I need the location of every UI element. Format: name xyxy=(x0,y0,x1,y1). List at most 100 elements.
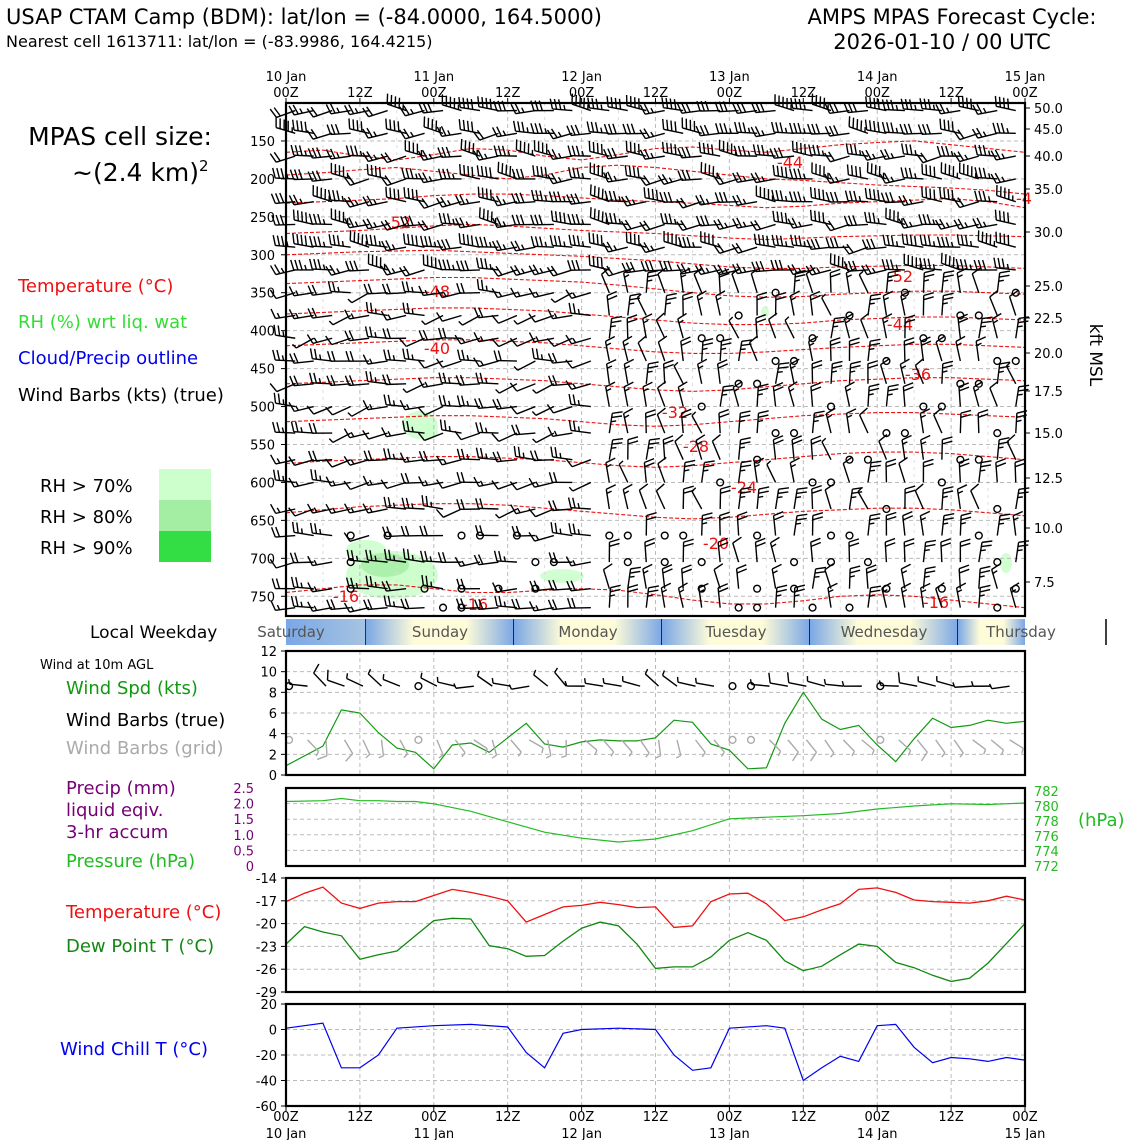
wind-barb-half-flag xyxy=(678,387,685,392)
wind-barb-flag xyxy=(720,489,731,494)
wind-barb-flag xyxy=(521,121,525,133)
wind-barb-shaft xyxy=(552,531,573,537)
wind-barb-flag xyxy=(536,165,539,177)
wind-barb-shaft xyxy=(805,273,814,293)
wind-barb-flag xyxy=(313,372,318,384)
wind-barb-flag xyxy=(755,261,761,272)
pressure-tick-label: 200 xyxy=(250,173,275,188)
wind-barb-flag xyxy=(533,580,539,591)
wind-barb-flag xyxy=(419,525,424,536)
wind-barb-flag xyxy=(548,580,554,591)
wind-barb-shaft xyxy=(404,223,425,227)
wind-barb-shaft xyxy=(737,341,743,362)
wind-barb-flag xyxy=(715,290,726,297)
wind-barb-flag xyxy=(475,447,480,459)
wind-barb-flag xyxy=(411,234,414,246)
wind-barb-shaft xyxy=(478,175,499,180)
wind-barb-flag xyxy=(944,254,947,265)
wind-barb-shaft xyxy=(774,244,795,248)
wind-barb-flag xyxy=(761,144,765,156)
wind-barb-shaft xyxy=(898,739,912,752)
legend-local-weekday: Local Weekday xyxy=(90,623,217,643)
wind-barb-half-flag xyxy=(629,575,635,578)
wind-barb-half-flag xyxy=(618,218,622,224)
wind-barb-flag xyxy=(811,489,823,494)
wind-barb-half-flag xyxy=(809,342,815,347)
wind-barb-shaft xyxy=(663,200,684,203)
wind-barb-flag xyxy=(308,422,313,434)
wind-barb-shaft xyxy=(570,587,591,592)
wind-barb-flag xyxy=(684,463,695,468)
wind-barb-shaft xyxy=(774,363,780,384)
wind-barb-half-flag xyxy=(387,314,392,320)
wind-barb-flag xyxy=(778,366,789,369)
wind-barb-flag xyxy=(647,274,658,278)
wind-barb-flag xyxy=(621,262,628,273)
wind-barb-shaft xyxy=(958,243,979,248)
wind-speed-line xyxy=(285,691,1026,770)
wind-barb-flag xyxy=(737,511,748,517)
wind-barb-flag xyxy=(693,267,703,275)
wind-barb-shaft xyxy=(386,587,407,592)
wind-barb-shaft xyxy=(680,341,684,362)
wind-barb-half-flag xyxy=(568,486,574,492)
wind-barb-flag xyxy=(999,274,1010,278)
wind-barb-flag xyxy=(719,123,724,134)
wind-barb-half-flag xyxy=(448,400,451,407)
wind-barb-shaft xyxy=(698,587,703,608)
wind-barb-shaft xyxy=(996,272,1001,293)
wind-barb-flag xyxy=(942,360,954,365)
wind-barb-shaft xyxy=(478,105,499,112)
wind-barb-flag xyxy=(325,265,332,276)
isotherm-48-upper xyxy=(285,164,1026,195)
wind-barb-shaft xyxy=(404,606,425,610)
wind-barb-half-flag xyxy=(299,198,303,204)
wind-barb-flag xyxy=(851,491,863,495)
wind-barb-shaft xyxy=(811,246,832,251)
wind-barb-shaft xyxy=(386,128,407,135)
wind-barb-flag xyxy=(662,568,673,574)
wind-barb-half-flag xyxy=(790,463,797,468)
wind-barb-flag xyxy=(713,265,720,276)
wind-barb-flag xyxy=(698,142,702,153)
wind-barb-half-flag xyxy=(613,245,618,251)
wind-barb-flag xyxy=(878,434,888,442)
wind-barb-half-flag xyxy=(920,517,927,521)
wind-barb-flag xyxy=(593,208,596,220)
wind-barb-flag xyxy=(905,234,909,245)
wind-barb-flag xyxy=(509,481,518,491)
wind-barb-shaft xyxy=(312,337,333,345)
y-tick-label: 20 xyxy=(260,998,277,1013)
wind-barb-half-flag xyxy=(739,419,745,423)
wind-barb-half-flag xyxy=(553,313,558,319)
wind-barb-shaft xyxy=(885,178,906,184)
wind-barb-flag xyxy=(479,372,484,384)
wind-barb-flag xyxy=(899,123,905,135)
wind-barb-shaft xyxy=(626,174,647,180)
wind-barb-flag xyxy=(648,442,660,445)
wind-barb-half-flag xyxy=(421,320,426,326)
wind-barb-flag xyxy=(460,138,463,150)
cell-size-line2: ~(2.4 km)2 xyxy=(72,157,209,187)
wind-barb-half-flag xyxy=(998,522,1005,525)
wind-barb-shaft xyxy=(405,269,425,277)
wind-barb-flag xyxy=(530,123,535,134)
wind-barb-flag xyxy=(310,469,314,480)
wind-barb-shaft xyxy=(843,318,851,339)
wind-barb-flag xyxy=(330,124,336,135)
wind-barb-half-flag xyxy=(337,286,340,293)
wind-barb-flag xyxy=(442,395,447,406)
y-tick-label: -60 xyxy=(256,1100,277,1115)
wind-barb-shaft xyxy=(700,341,704,362)
wind-barb-flag xyxy=(794,584,806,589)
wind-barb-half-flag xyxy=(295,405,299,411)
wind-barb-half-flag xyxy=(465,221,470,227)
bottom-hour-label: 12Z xyxy=(938,1110,964,1125)
wind-barb-shaft xyxy=(349,128,370,135)
isotherm-label: -52 xyxy=(385,213,411,232)
wind-barb-flag xyxy=(552,579,558,591)
wind-barb-shaft xyxy=(935,341,943,362)
wind-barb-flag xyxy=(943,270,955,274)
wind-barb-shaft xyxy=(860,319,869,339)
calm-wind-marker xyxy=(974,455,983,464)
